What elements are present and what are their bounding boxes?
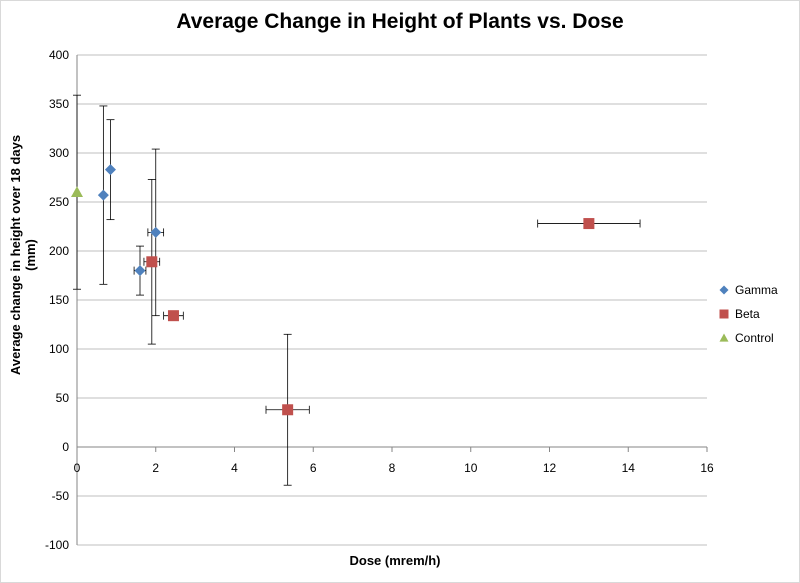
data-point-beta — [282, 404, 294, 416]
x-tick-label: 2 — [152, 461, 159, 475]
legend-marker-beta — [719, 309, 729, 319]
legend-item-control: Control — [718, 326, 778, 350]
chart-title: Average Change in Height of Plants vs. D… — [176, 10, 624, 33]
data-point-gamma — [97, 189, 109, 201]
legend: Gamma Beta Control — [718, 278, 778, 350]
y-tick-label: 350 — [49, 97, 69, 111]
y-tick-label: 400 — [49, 48, 69, 62]
data-point-gamma — [104, 164, 116, 176]
legend-marker-control — [719, 333, 729, 342]
x-axis-title: Dose (mrem/h) — [349, 553, 441, 568]
y-tick-label: 0 — [62, 440, 69, 454]
legend-item-beta: Beta — [718, 302, 778, 326]
y-tick-label: -50 — [52, 489, 70, 503]
y-tick-label: 100 — [49, 342, 69, 356]
legend-label: Control — [735, 331, 774, 345]
x-tick-label: 8 — [389, 461, 396, 475]
legend-marker-gamma — [719, 285, 729, 295]
legend-item-gamma: Gamma — [718, 278, 778, 302]
y-tick-label: -100 — [45, 538, 69, 552]
x-tick-label: 12 — [543, 461, 557, 475]
x-tick-label: 0 — [74, 461, 81, 475]
x-tick-label: 16 — [700, 461, 714, 475]
y-tick-label: 150 — [49, 293, 69, 307]
data-point-beta — [146, 256, 158, 268]
x-tick-label: 6 — [310, 461, 317, 475]
y-tick-label: 250 — [49, 195, 69, 209]
x-tick-label: 10 — [464, 461, 478, 475]
data-point-control — [71, 186, 83, 197]
data-point-beta — [583, 218, 595, 230]
legend-label: Gamma — [735, 283, 778, 297]
x-tick-label: 4 — [231, 461, 238, 475]
data-point-gamma — [150, 226, 162, 238]
data-point-beta — [167, 310, 179, 322]
y-tick-label: 50 — [56, 391, 70, 405]
legend-label: Beta — [735, 307, 760, 321]
data-point-gamma — [134, 265, 146, 277]
y-tick-label: 200 — [49, 244, 69, 258]
y-tick-label: 300 — [49, 146, 69, 160]
x-tick-label: 14 — [622, 461, 636, 475]
